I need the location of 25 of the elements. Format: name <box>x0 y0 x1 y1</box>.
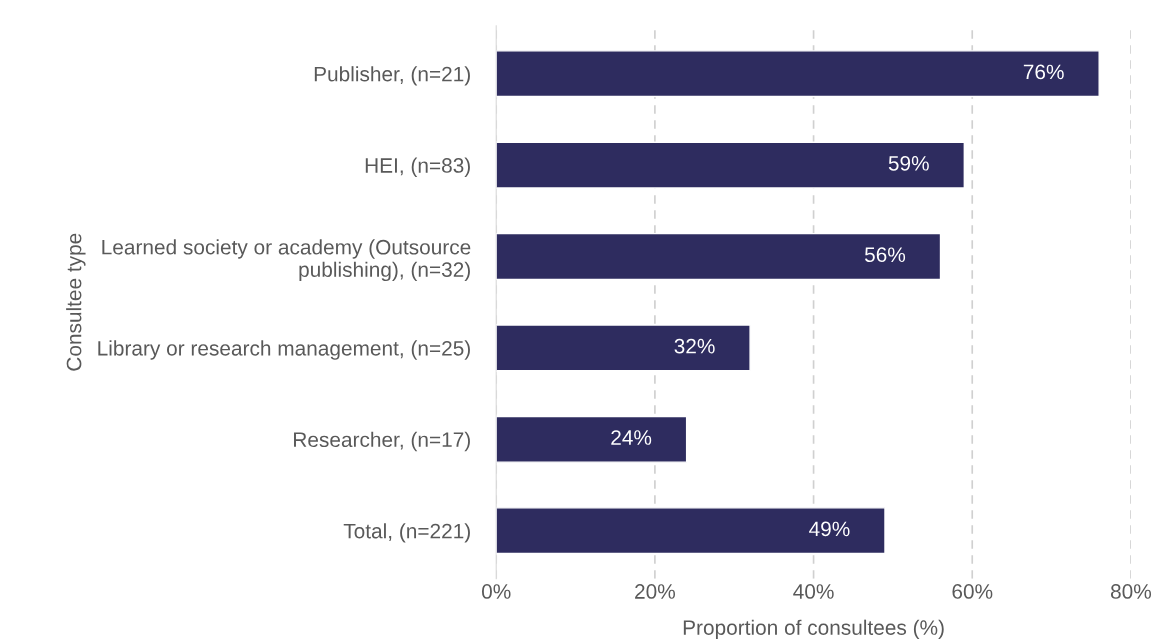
y-tick-label: Learned society or academy (Outsource publishing), (n=32) <box>102 239 471 282</box>
y-axis-title: Consultee type <box>66 233 86 371</box>
bar <box>496 141 966 189</box>
x-tick-label: 20% <box>635 584 675 599</box>
y-tick-label: HEI, (n=83) <box>365 157 470 177</box>
bar <box>496 232 942 281</box>
x-tick-label: 80% <box>1110 584 1152 599</box>
y-tick-label: Library or research management, (n=25) <box>98 340 470 360</box>
bar <box>496 507 886 555</box>
bar <box>496 324 751 372</box>
x-tick-label: 40% <box>793 584 834 599</box>
data-label: 32% <box>674 338 715 354</box>
y-tick-label: Publisher, (n=21) <box>314 66 470 86</box>
data-label: 49% <box>809 521 850 537</box>
bar <box>496 415 688 463</box>
x-axis-title: Proportion of consultees (%) <box>683 619 944 640</box>
y-tick-label: Total, (n=221) <box>343 523 470 543</box>
data-label: 24% <box>611 430 652 445</box>
data-label: 56% <box>864 247 906 263</box>
bar <box>496 50 1100 98</box>
x-tick-label: 60% <box>952 584 993 599</box>
y-tick-label: Researcher, (n=17) <box>294 431 470 452</box>
data-label: 76% <box>1023 64 1064 80</box>
x-tick-label: 0% <box>481 584 511 599</box>
data-label: 59% <box>888 155 929 171</box>
